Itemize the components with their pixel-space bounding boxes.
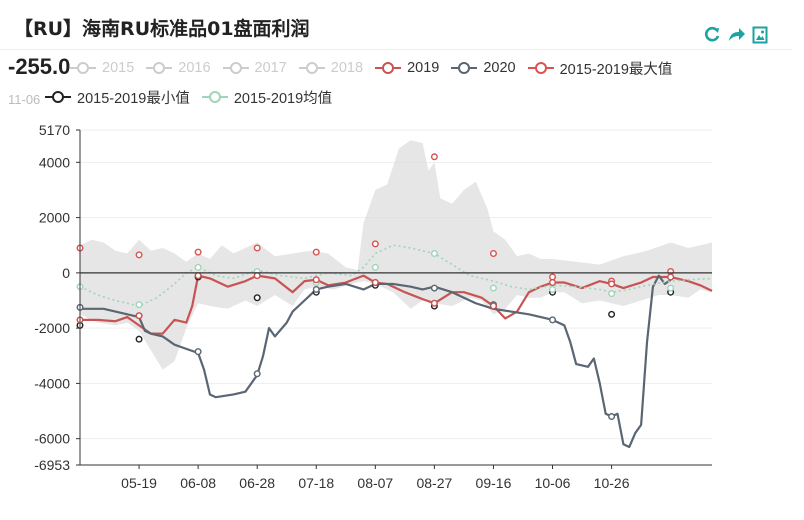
y-tick-label: -6953 (34, 457, 70, 473)
legend-item[interactable]: 2015-2019均值 (201, 87, 333, 108)
x-tick-label: 07-18 (298, 475, 334, 491)
chart-frame (0, 49, 792, 494)
x-tick-label: 06-28 (239, 475, 275, 491)
marker-mean (371, 263, 379, 271)
marker-max (549, 273, 557, 281)
marker-max (312, 248, 320, 256)
legend-line-circle-icon (298, 62, 325, 74)
y-tick-label: 0 (62, 265, 70, 281)
legend-item[interactable]: 2015 (70, 60, 134, 76)
marker-series2019 (312, 276, 320, 284)
marker-max (430, 153, 438, 161)
legend-label: 2018 (330, 60, 364, 76)
marker-max (194, 248, 202, 256)
marker-max (371, 240, 379, 248)
marker-mean (194, 263, 202, 271)
legend-row: 2015 2016 2017 2018 2019 2020 2015-2019最大值 (70, 56, 790, 80)
series-line-2020 (80, 274, 672, 449)
x-tick-label: 08-07 (357, 475, 393, 491)
hover-readout-date: 11-06 (8, 92, 41, 107)
y-tick-label: 5170 (39, 122, 70, 138)
toolbox (704, 26, 768, 44)
share-icon[interactable] (727, 26, 746, 44)
x-tick-label: 10-06 (535, 475, 571, 491)
marker-series2020 (608, 413, 616, 421)
x-tick-label: 10-26 (594, 475, 630, 491)
legend-label: 2015-2019最大值 (559, 61, 673, 78)
series-line-2015-2019均值 (79, 244, 713, 307)
legend-item[interactable]: 2020 (451, 60, 516, 76)
marker-series2020 (253, 370, 261, 378)
legend-label: 2015 (102, 60, 135, 76)
marker-series2019 (371, 279, 379, 287)
legend-item[interactable]: 2015-2019最大值 (527, 58, 673, 79)
marker-series2019 (430, 299, 438, 307)
y-tick-label: -4000 (34, 375, 70, 391)
legend-row: 2015-2019最小值 2015-2019均值 (45, 85, 790, 109)
marker-max (135, 251, 143, 259)
legend-line-circle-icon (70, 62, 96, 74)
legend-label: 2020 (483, 60, 516, 76)
marker-mean (135, 301, 143, 309)
marker-series2019 (667, 273, 675, 281)
marker-min (135, 335, 143, 343)
chart-title: 【RU】海南RU标准品01盘面利润 (14, 18, 310, 40)
marker-mean (608, 290, 616, 298)
marker-mean (430, 250, 438, 258)
legend-item[interactable]: 2016 (146, 60, 211, 76)
legend-line-circle-icon (527, 62, 554, 74)
legend-line-circle-icon (451, 62, 478, 74)
marker-mean (549, 285, 557, 293)
x-tick-label: 08-27 (416, 475, 452, 491)
marker-series2019 (608, 280, 616, 288)
marker-min (253, 294, 261, 302)
marker-series2019 (489, 302, 497, 310)
legend-item[interactable]: 2015-2019最小值 (45, 87, 190, 108)
y-tick-label: 4000 (39, 154, 70, 170)
legend-label: 2019 (407, 60, 440, 76)
marker-series2019 (194, 272, 202, 280)
legend-line-circle-icon (375, 62, 402, 74)
x-tick-label: 05-19 (121, 475, 157, 491)
x-tick-label: 09-16 (476, 475, 512, 491)
legend-line-circle-icon (146, 62, 173, 74)
legend-item[interactable]: 2019 (375, 60, 439, 76)
marker-max (253, 244, 261, 252)
y-tick-label: 2000 (39, 210, 70, 226)
marker-mean (489, 284, 497, 292)
marker-series2020 (194, 348, 202, 356)
y-tick-label: -2000 (34, 320, 70, 336)
hover-readout-value: -255.0 (8, 54, 71, 79)
marker-min (608, 310, 616, 318)
x-tick-label: 06-08 (180, 475, 216, 491)
max-min-band (80, 140, 712, 370)
legend-label: 2016 (178, 60, 211, 76)
marker-series2019 (253, 272, 261, 280)
legend-label: 2017 (254, 60, 287, 76)
marker-max (489, 250, 497, 258)
marker-series2019 (135, 312, 143, 320)
save-image-icon[interactable] (752, 26, 768, 44)
chart-legend: 2015 2016 2017 2018 2019 2020 2015-2019最大值 201… (45, 56, 790, 109)
y-tick-label: -6000 (34, 431, 70, 447)
legend-item[interactable]: 2018 (298, 60, 364, 76)
marker-series2019 (549, 279, 557, 287)
refresh-icon[interactable] (704, 26, 721, 44)
marker-series2020 (312, 285, 320, 293)
legend-line-circle-icon (45, 91, 71, 103)
legend-label: 2015-2019最小值 (77, 90, 190, 107)
marker-mean (667, 284, 675, 292)
legend-item[interactable]: 2017 (222, 60, 287, 76)
marker-series2020 (549, 316, 557, 324)
legend-label: 2015-2019均值 (233, 90, 333, 107)
marker-series2020 (430, 284, 438, 292)
legend-line-circle-icon (201, 91, 228, 103)
legend-line-circle-icon (222, 62, 249, 74)
